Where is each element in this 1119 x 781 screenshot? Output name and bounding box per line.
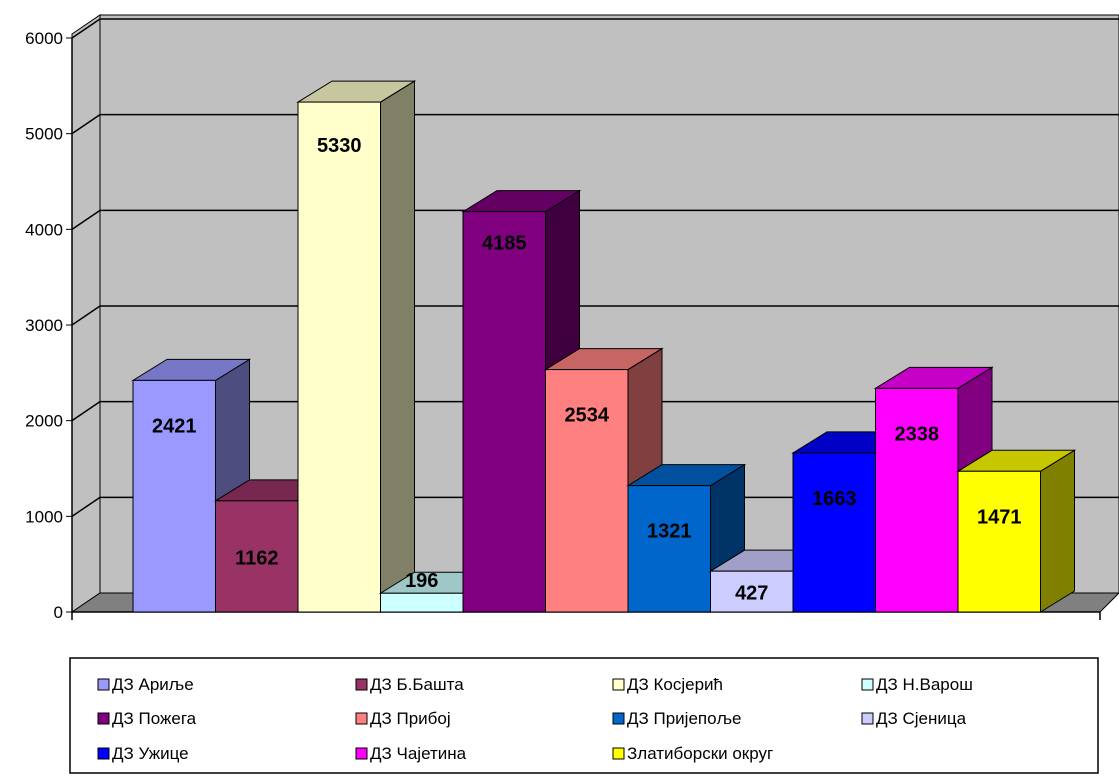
- gridline-side: [71, 305, 101, 326]
- y-tick-label: 1000: [25, 507, 63, 526]
- legend-label: ДЗ Прибој: [370, 709, 451, 728]
- gridline-side: [71, 496, 101, 517]
- gridline-side: [71, 18, 101, 39]
- bar-side: [1040, 449, 1075, 613]
- gridline-side: [71, 401, 101, 422]
- legend-swatch: [612, 712, 625, 725]
- legend-item: ДЗ Пријепоље: [612, 709, 741, 728]
- bar: [462, 211, 546, 613]
- legend-swatch: [612, 747, 625, 760]
- data-label: 5330: [317, 135, 362, 157]
- bar: [875, 387, 959, 613]
- bar: [957, 470, 1041, 613]
- legend-item: ДЗ Косјерић: [612, 675, 723, 694]
- legend-box: [69, 657, 1099, 774]
- gridline-side: [71, 209, 101, 230]
- data-label: 196: [405, 570, 438, 592]
- legend-item: ДЗ Чајетина: [355, 744, 467, 763]
- data-label: 4185: [482, 233, 527, 255]
- legend-label: ДЗ Б.Башта: [370, 675, 464, 694]
- y-tick-label: 0: [54, 603, 63, 622]
- chart-side-wall: [71, 14, 101, 613]
- data-label: 1321: [647, 521, 692, 543]
- legend-label: ДЗ Пожега: [112, 709, 197, 728]
- legend-swatch: [97, 678, 110, 691]
- legend-item: ДЗ Ужице: [97, 744, 189, 763]
- y-tick-label: 5000: [25, 125, 63, 144]
- bar: [545, 369, 629, 613]
- y-tick-label: 4000: [25, 220, 63, 239]
- legend-item: ДЗ Б.Башта: [355, 675, 464, 694]
- bar: [297, 101, 381, 613]
- legend-label: ДЗ Ариље: [112, 675, 194, 694]
- bar: [792, 452, 876, 613]
- bar-side: [380, 80, 415, 613]
- bar: [215, 500, 299, 613]
- bar-group: 5330: [296, 80, 417, 613]
- legend-item: ДЗ Сјеница: [861, 709, 967, 728]
- y-tick-label: 2000: [25, 412, 63, 431]
- legend-swatch: [861, 678, 874, 691]
- legend: ДЗ Ариље ДЗ Б.Башта ДЗ Косјерић ДЗ Н.Варош Д…: [69, 657, 1099, 774]
- legend-label: ДЗ Пријепоље: [627, 709, 741, 728]
- y-tick-label: 6000: [25, 29, 63, 48]
- legend-swatch: [355, 747, 368, 760]
- y-tick-label: 3000: [25, 316, 63, 335]
- bar: [710, 570, 794, 613]
- bar-group: 1471: [956, 449, 1077, 613]
- legend-label: ДЗ Ужице: [112, 744, 189, 763]
- data-label: 1162: [235, 547, 278, 569]
- bar: [627, 485, 711, 613]
- legend-swatch: [97, 712, 110, 725]
- legend-swatch: [355, 712, 368, 725]
- legend-swatch: [612, 678, 625, 691]
- legend-label: ДЗ Н.Варош: [876, 675, 973, 694]
- legend-item: ДЗ Ариље: [97, 675, 194, 694]
- legend-label: ДЗ Сјеница: [876, 709, 967, 728]
- legend-item: ДЗ Пожега: [97, 709, 197, 728]
- bars: 2421 1162 5330 196 4185 2534 1321 427 1663 2338 14…: [131, 80, 1077, 613]
- legend-swatch: [97, 747, 110, 760]
- legend-label: ДЗ Косјерић: [627, 675, 723, 694]
- bar: [380, 592, 464, 613]
- legend-label: ДЗ Чајетина: [370, 744, 467, 763]
- legend-item: ДЗ Н.Варош: [861, 675, 973, 694]
- data-label: 427: [735, 583, 768, 605]
- legend-label: Златиборски округ: [627, 744, 773, 763]
- legend-swatch: [861, 712, 874, 725]
- gridline-side: [71, 114, 101, 135]
- bar: [132, 379, 216, 613]
- data-label: 2421: [152, 415, 197, 437]
- legend-item: Златиборски округ: [612, 744, 773, 763]
- data-label: 2534: [565, 405, 610, 427]
- data-label: 1471: [977, 506, 1022, 528]
- data-label: 1663: [812, 488, 857, 510]
- legend-item: ДЗ Прибој: [355, 709, 451, 728]
- data-label: 2338: [895, 423, 940, 445]
- legend-swatch: [355, 678, 368, 691]
